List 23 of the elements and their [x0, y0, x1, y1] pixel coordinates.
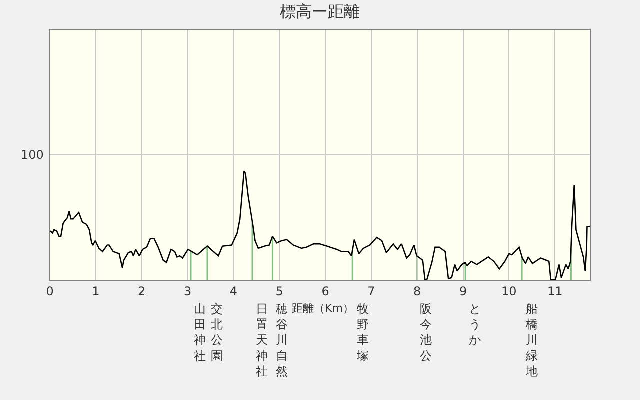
x-tick-label: 2 [138, 284, 146, 298]
ref-line-label: 阪今池公 [420, 302, 432, 363]
x-tick-label: 6 [322, 284, 330, 298]
x-tick-label: 11 [547, 284, 563, 298]
x-tick-label: 10 [502, 284, 517, 298]
x-tick-label: 1 [92, 284, 100, 298]
ref-line-label: 山田神社 [194, 302, 206, 363]
x-tick-label: 9 [459, 284, 468, 298]
ref-line-label: 牧野車塚 [356, 302, 369, 363]
x-tick-label: 4 [230, 284, 238, 298]
ref-line-label: 日置天神社 [256, 302, 268, 378]
ref-line-label: 船橋川緑地 [525, 302, 538, 378]
ref-line-label: 交北公園 [211, 302, 223, 363]
x-axis-title: 距離（Km） [292, 302, 354, 315]
x-tick-label: 3 [184, 284, 192, 298]
x-tick-label: 0 [46, 284, 54, 298]
chart-title: 標高ー距離 [280, 2, 360, 22]
text: 100 [21, 148, 44, 162]
x-tick-label: 8 [414, 284, 422, 298]
ref-line-label: 穂谷川自然 [276, 302, 288, 378]
x-tick-label: 7 [368, 284, 376, 298]
ref-line-label: とうか [469, 302, 481, 348]
x-tick-label: 5 [276, 284, 284, 298]
